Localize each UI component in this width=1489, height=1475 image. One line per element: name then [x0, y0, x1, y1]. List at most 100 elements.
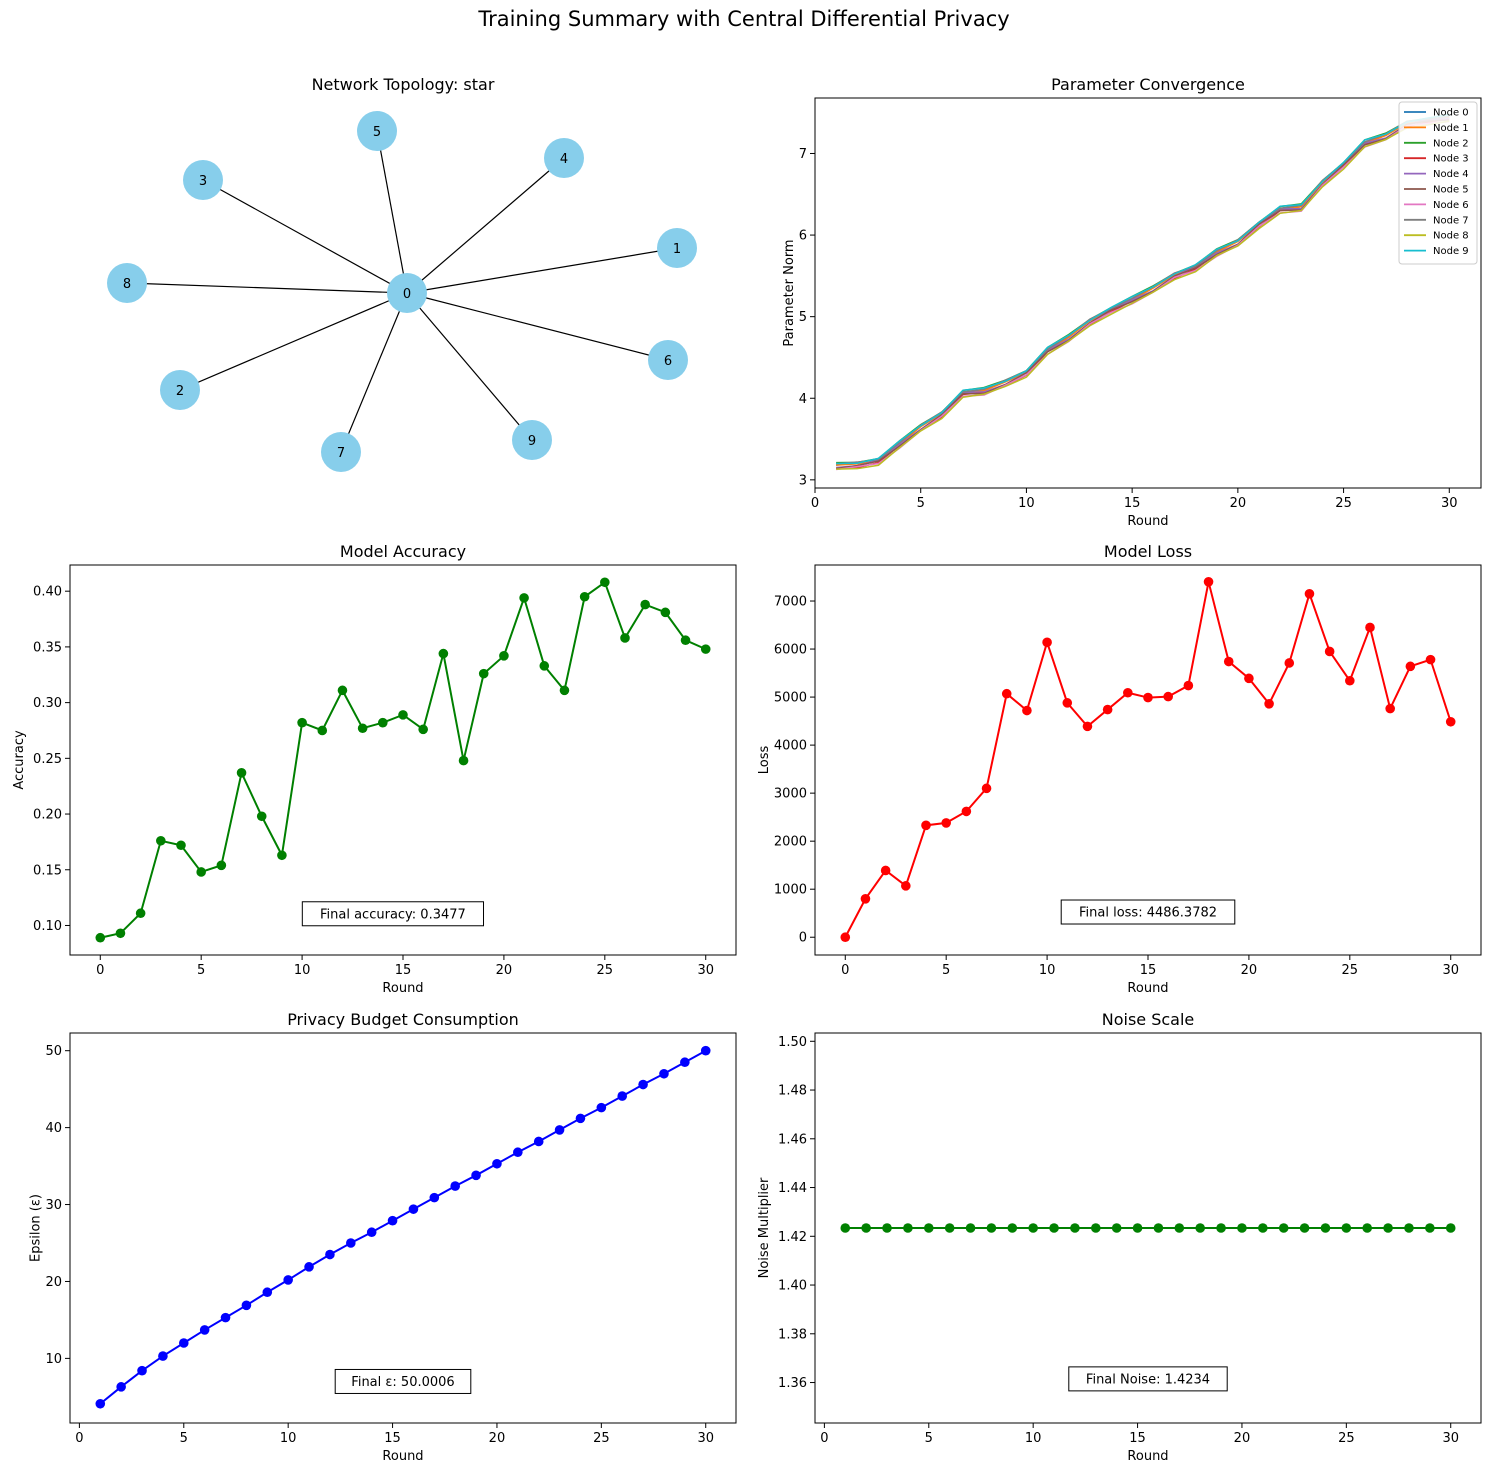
data-point [638, 1079, 648, 1090]
data-point [923, 1223, 934, 1233]
y-tick-label: 0.35 [33, 640, 62, 655]
legend-label: Node 4 [1433, 169, 1469, 180]
annotation-box [301, 901, 485, 927]
data-point [115, 928, 126, 939]
data-point [283, 1275, 293, 1285]
x-tick-label: 30 [1442, 1431, 1459, 1446]
y-tick-label: 5 [799, 310, 807, 325]
network-node-label: 2 [176, 384, 184, 399]
y-tick-label: 5000 [774, 691, 807, 706]
data-point [398, 710, 408, 720]
data-point [539, 661, 550, 671]
x-tick-label: 20 [1241, 963, 1258, 978]
data-point [840, 932, 851, 943]
y-tick-label: 1.38 [778, 1327, 807, 1342]
x-tick-label: 0 [75, 1431, 83, 1446]
data-point [1445, 716, 1456, 727]
line-chart-panel: Parameter Convergence 0 5 10 15 20 25 30 3 4 5 6 7 Ro… [782, 75, 1482, 529]
data-point [513, 1147, 523, 1158]
data-point [659, 1068, 669, 1079]
data-point [429, 1192, 440, 1203]
x-tick-label: 5 [917, 496, 925, 511]
data-point [158, 1351, 168, 1361]
data-point [156, 835, 166, 846]
annotation-text: Final Noise: 1.4234 [1086, 1372, 1210, 1387]
data-point [1007, 1223, 1018, 1233]
network-node [160, 370, 200, 410]
data-point [135, 908, 146, 919]
data-point [1385, 703, 1395, 714]
x-tick-label: 10 [1039, 963, 1056, 978]
x-tick-label: 5 [942, 963, 950, 978]
data-point [366, 1227, 377, 1238]
data-point [178, 1338, 189, 1348]
data-point [860, 894, 871, 904]
data-point [1405, 661, 1416, 672]
y-tick-label: 40 [45, 1121, 62, 1136]
data-point [596, 1102, 607, 1113]
x-axis-label: Round [382, 981, 423, 996]
legend-label: Node 1 [1433, 123, 1469, 134]
plot-area [95, 1045, 711, 1409]
data-point [1320, 1223, 1331, 1233]
data-point [965, 1223, 976, 1233]
data-point [1445, 1223, 1456, 1233]
x-tick-label: 30 [697, 963, 714, 978]
data-point [1163, 691, 1173, 702]
data-point [1123, 687, 1133, 698]
x-tick-label: 5 [180, 1431, 188, 1446]
data-point [986, 1223, 997, 1233]
data-point [901, 881, 911, 891]
data-point [438, 648, 449, 659]
line-chart-panel: Noise Scale 0 5 10 15 20 25 30 1.36 1.38 1.40 1.42 1… [757, 1010, 1482, 1464]
y-tick-label: 6000 [774, 643, 807, 658]
data-point [1143, 692, 1153, 703]
data-point [1304, 589, 1315, 599]
plot-area [840, 577, 1456, 943]
annotation-box [1068, 1366, 1228, 1392]
data-point [1070, 1223, 1080, 1233]
network-edge [179, 292, 408, 391]
x-tick-label: 30 [697, 1431, 714, 1446]
data-point [337, 685, 348, 696]
y-tick-label: 20 [45, 1275, 62, 1290]
x-axis-label: Round [1127, 514, 1168, 529]
axes-frame [814, 97, 1482, 489]
data-point [1425, 1223, 1435, 1233]
data-point [1244, 673, 1254, 684]
data-point [882, 1223, 892, 1233]
network-node-label: 6 [664, 354, 672, 369]
legend-label: Node 5 [1433, 185, 1469, 196]
series-line [836, 115, 1450, 465]
data-point [1258, 1223, 1268, 1233]
y-tick-label: 2000 [774, 835, 807, 850]
data-point [1237, 1223, 1247, 1233]
data-point [1082, 721, 1093, 732]
y-tick-label: 7000 [774, 595, 807, 610]
legend-label: Node 6 [1433, 200, 1469, 211]
chart-title: Model Loss [1104, 542, 1192, 561]
data-point [1341, 1223, 1352, 1233]
y-axis-label: Epsilon (ε) [29, 1194, 44, 1262]
chart-title: Noise Scale [1102, 1010, 1195, 1029]
data-point [1183, 680, 1194, 691]
x-axis-label: Round [1127, 981, 1168, 996]
y-tick-label: 6 [799, 229, 807, 244]
network-edge [202, 179, 408, 294]
network-node-label: 9 [528, 434, 536, 449]
data-point [1345, 675, 1355, 686]
y-tick-label: 1.40 [778, 1279, 807, 1294]
x-axis-label: Round [382, 1449, 423, 1464]
data-point [1102, 704, 1113, 715]
network-node [657, 228, 697, 268]
data-point [1062, 698, 1073, 708]
network-edge [126, 282, 408, 294]
y-tick-label: 7 [799, 147, 807, 162]
data-point [575, 1113, 586, 1124]
y-axis-label: Noise Multiplier [757, 1177, 772, 1278]
annotation-box [334, 1368, 472, 1394]
series-line [100, 580, 707, 939]
data-point [903, 1223, 913, 1233]
data-point [458, 755, 469, 766]
